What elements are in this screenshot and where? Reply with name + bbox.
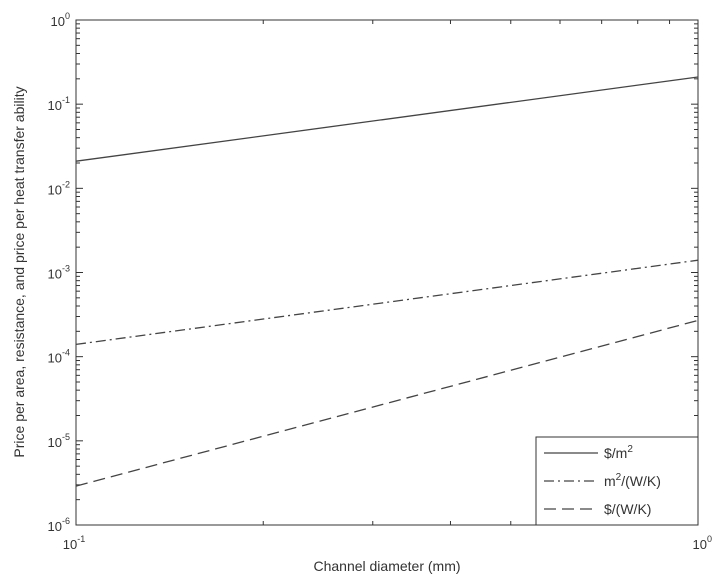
y-tick-base: 10 [51, 14, 65, 29]
x-axis-label: Channel diameter (mm) [313, 558, 460, 574]
legend-label: $/(W/K) [604, 501, 651, 517]
y-tick-exponent: -6 [62, 516, 70, 526]
y-tick-exponent: -3 [62, 264, 70, 274]
y-tick-label: 10-2 [48, 179, 70, 197]
y-tick-base: 10 [48, 267, 62, 282]
y-tick-exponent: -5 [62, 432, 70, 442]
y-tick-base: 10 [48, 435, 62, 450]
y-tick-base: 10 [48, 351, 62, 366]
legend-label-after: /(W/K) [621, 473, 661, 489]
legend-label-sup: 2 [616, 472, 622, 483]
legend-label: m2/(W/K) [604, 472, 661, 489]
y-tick-label: 10-5 [48, 432, 70, 450]
x-tick-exponent: -1 [77, 534, 85, 544]
series-line-1 [75, 259, 699, 346]
x-tick-exponent: 0 [707, 534, 712, 544]
legend-label: $/m2 [604, 444, 633, 461]
y-tick-label: 10-4 [48, 348, 70, 366]
y-tick-base: 10 [48, 98, 62, 113]
x-tick-base: 10 [693, 537, 707, 552]
legend-label-main: $/(W/K) [604, 501, 651, 517]
series-lines [75, 76, 699, 487]
x-tick-label: 10-1 [63, 534, 85, 552]
y-tick-base: 10 [48, 182, 62, 197]
x-tick-label: 100 [693, 534, 712, 552]
y-tick-exponent: -4 [62, 348, 70, 358]
y-tick-label: 10-3 [48, 264, 70, 282]
x-tick-base: 10 [63, 537, 77, 552]
legend-box [535, 436, 699, 526]
y-tick-exponent: -2 [62, 179, 70, 189]
y-axis-label: Price per area, resistance, and price pe… [11, 86, 27, 457]
y-tick-exponent: 0 [65, 11, 70, 21]
y-tick-base: 10 [48, 519, 62, 534]
series-line-0 [75, 76, 699, 162]
y-tick-exponent: -1 [62, 95, 70, 105]
y-tick-label: 100 [51, 11, 70, 29]
legend-label-main: $/m [604, 445, 627, 461]
y-tick-label: 10-6 [48, 516, 70, 534]
legend-label-sup: 2 [627, 444, 633, 455]
legend-label-pre: m [604, 473, 616, 489]
y-tick-label: 10-1 [48, 95, 70, 113]
